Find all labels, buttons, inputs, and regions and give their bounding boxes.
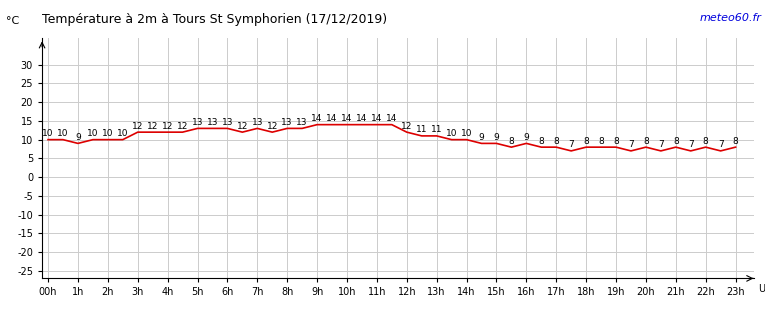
Text: 10: 10 <box>461 129 472 138</box>
Text: 12: 12 <box>266 122 278 131</box>
Text: 9: 9 <box>75 133 81 142</box>
Text: 11: 11 <box>431 125 442 134</box>
Text: 8: 8 <box>643 137 649 146</box>
Text: 13: 13 <box>296 118 308 127</box>
Text: 9: 9 <box>493 133 500 142</box>
Text: 8: 8 <box>509 137 514 146</box>
Text: 12: 12 <box>132 122 143 131</box>
Text: 10: 10 <box>117 129 129 138</box>
Text: 14: 14 <box>386 114 398 123</box>
Text: 10: 10 <box>87 129 99 138</box>
Text: 13: 13 <box>252 118 263 127</box>
Text: 12: 12 <box>236 122 248 131</box>
Text: 9: 9 <box>523 133 529 142</box>
Text: 10: 10 <box>102 129 113 138</box>
Text: 14: 14 <box>311 114 323 123</box>
Text: 14: 14 <box>327 114 337 123</box>
Text: 8: 8 <box>673 137 679 146</box>
Text: 8: 8 <box>703 137 708 146</box>
Text: 13: 13 <box>222 118 233 127</box>
Text: UTC: UTC <box>758 284 765 294</box>
Text: 12: 12 <box>162 122 174 131</box>
Text: 10: 10 <box>446 129 457 138</box>
Text: 9: 9 <box>479 133 484 142</box>
Text: 12: 12 <box>177 122 188 131</box>
Text: 8: 8 <box>539 137 544 146</box>
Text: meteo60.fr: meteo60.fr <box>699 13 761 23</box>
Text: 10: 10 <box>57 129 69 138</box>
Text: 7: 7 <box>688 140 694 149</box>
Text: 7: 7 <box>658 140 664 149</box>
Text: 7: 7 <box>718 140 724 149</box>
Text: 11: 11 <box>416 125 428 134</box>
Text: 8: 8 <box>613 137 619 146</box>
Text: 13: 13 <box>192 118 203 127</box>
Text: 8: 8 <box>598 137 604 146</box>
Text: 13: 13 <box>207 118 218 127</box>
Text: 7: 7 <box>568 140 574 149</box>
Text: 12: 12 <box>401 122 412 131</box>
Text: 13: 13 <box>282 118 293 127</box>
Text: 14: 14 <box>371 114 382 123</box>
Text: 8: 8 <box>553 137 559 146</box>
Text: 14: 14 <box>356 114 368 123</box>
Text: 7: 7 <box>628 140 634 149</box>
Text: 10: 10 <box>42 129 54 138</box>
Text: 8: 8 <box>583 137 589 146</box>
Text: 14: 14 <box>341 114 353 123</box>
Text: °C: °C <box>6 16 19 26</box>
Text: 12: 12 <box>147 122 158 131</box>
Text: 8: 8 <box>733 137 738 146</box>
Text: Température à 2m à Tours St Symphorien (17/12/2019): Température à 2m à Tours St Symphorien (… <box>42 12 387 26</box>
